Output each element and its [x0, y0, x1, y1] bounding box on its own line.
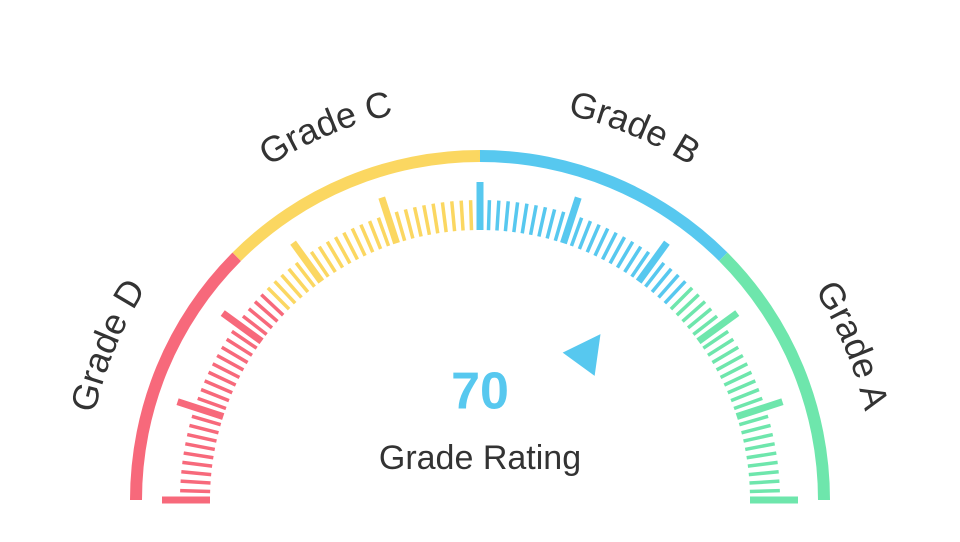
- gauge-title: Grade Rating: [379, 439, 581, 477]
- gauge-value: 70: [451, 363, 509, 421]
- gauge-tick-minor: [747, 453, 777, 458]
- gauge-tick-minor: [405, 209, 412, 238]
- gauge-pointer: [563, 334, 601, 376]
- gauge-tick-minor: [185, 444, 214, 450]
- gauge-tick-minor: [497, 201, 499, 231]
- gauge-tick-minor: [180, 491, 210, 492]
- gauge-tick-minor: [742, 425, 771, 432]
- gauge-tick-minor: [184, 453, 214, 458]
- gauge-tick-minor: [505, 201, 508, 231]
- gauge-tick-minor: [514, 202, 518, 232]
- gauge-segment-label: Grade C: [252, 82, 396, 173]
- gauge-segment-label: Grade D: [62, 272, 153, 416]
- gauge-tick-minor: [488, 200, 489, 230]
- gauge-tick-minor: [471, 200, 472, 230]
- gauge-tick-minor: [547, 209, 554, 238]
- gauge-tick-minor: [749, 472, 779, 475]
- gauge-chart: Grade D Grade C Grade B Grade A 70 Grade Ra…: [0, 0, 960, 542]
- gauge-tick-minor: [539, 207, 546, 236]
- gauge-tick-minor: [181, 472, 211, 475]
- gauge-tick-minor: [189, 425, 218, 432]
- gauge-tick-minor: [433, 204, 438, 234]
- gauge-tick-minor: [531, 205, 537, 234]
- gauge-tick-minor: [182, 462, 212, 466]
- gauge-tick-minor: [452, 201, 455, 231]
- gauge-tick-minor: [750, 491, 780, 492]
- gauge-segment-label: Grade A: [808, 273, 897, 413]
- gauge-segment-label: Grade B: [565, 83, 707, 173]
- gauge-tick-minor: [181, 481, 211, 483]
- gauge-tick-minor: [187, 435, 216, 442]
- gauge-tick-minor: [522, 204, 527, 234]
- gauge-tick-minor: [461, 201, 463, 231]
- gauge-pointer-triangle: [563, 334, 601, 376]
- gauge-tick-minor: [424, 205, 430, 234]
- gauge-tick-minor: [743, 435, 772, 442]
- gauge-tick-minor: [415, 207, 422, 236]
- gauge-tick-minor: [748, 462, 778, 466]
- gauge-tick-minor: [745, 444, 774, 450]
- gauge-tick-minor: [442, 202, 446, 232]
- gauge-tick-minor: [749, 481, 779, 483]
